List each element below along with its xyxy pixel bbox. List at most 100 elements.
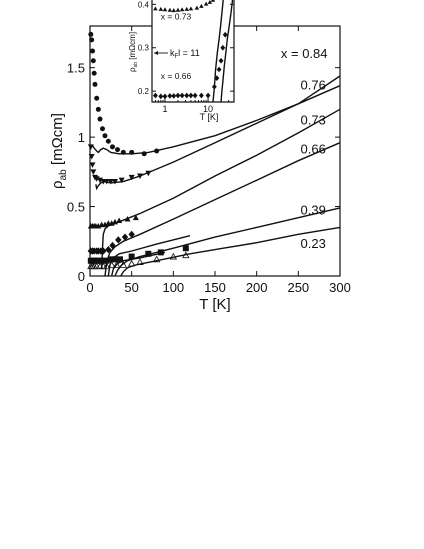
- main-data-point: [107, 256, 114, 263]
- inset-data-point: [171, 8, 177, 13]
- main-data-point: [108, 220, 115, 226]
- main-data-point: [182, 245, 189, 252]
- main-x-tick-label: 150: [204, 280, 226, 295]
- inset-data-point: [179, 92, 185, 99]
- inset-annotation-rest: l = 11: [178, 48, 200, 58]
- main-data-point: [87, 144, 94, 150]
- inset-data-point: [192, 92, 198, 99]
- main-series-curve: [101, 108, 341, 270]
- inset-x-tick-label: 10: [203, 104, 213, 114]
- inset-x-axis-label: T [K]: [200, 112, 219, 122]
- main-x-tick-label: 300: [329, 280, 351, 295]
- inset-y-ticks: 0.2 0.3 0.4: [138, 0, 234, 96]
- main-data-point: [93, 176, 100, 182]
- main-series-label: 0.76: [301, 78, 326, 93]
- inset-data-point: [211, 83, 217, 90]
- main-y-axis-label: ρab [mΩcm]: [49, 113, 69, 189]
- inset-curve: [212, 0, 224, 103]
- main-series-label: 0.23: [301, 236, 326, 251]
- main-data-point: [127, 259, 136, 267]
- main-data-point: [102, 262, 111, 270]
- inset-data-point: [214, 75, 220, 81]
- inset-annotation-k: k: [170, 48, 175, 58]
- inset-data-point: [194, 5, 200, 10]
- main-data-point: [128, 253, 135, 260]
- inset-data-point: [188, 6, 194, 11]
- main-data-point: [182, 251, 190, 259]
- main-y-tick-label: 1: [78, 130, 85, 145]
- main-data-point: [95, 223, 102, 229]
- inset-annotation-text: kFl = 11: [170, 48, 200, 60]
- inset-data-point: [184, 92, 190, 99]
- main-data-point: [128, 230, 135, 238]
- main-y-ticks: 0 0.5 1 1.5: [67, 61, 340, 284]
- inset-data-point: [175, 7, 181, 12]
- main-data-point: [97, 116, 103, 122]
- main-data-point: [107, 261, 116, 268]
- inset-data-point: [203, 1, 209, 6]
- main-data-point: [116, 217, 123, 223]
- main-data-point: [115, 147, 120, 153]
- inset-points: [152, 0, 228, 100]
- inset-data-point: [152, 92, 158, 99]
- main-data-point: [89, 162, 96, 168]
- inset-x-tick-label: 1: [162, 104, 167, 114]
- main-data-point: [169, 252, 178, 260]
- inset-data-point: [216, 66, 222, 73]
- inset-y-tick-label: 0.2: [138, 87, 150, 96]
- inset-y-tick-label: 0.3: [138, 44, 150, 53]
- main-data-point: [154, 148, 160, 154]
- main-y-tick-label: 0: [78, 269, 85, 284]
- inset-y-axis-label: ρab [mΩcm]: [128, 32, 139, 72]
- inset-data-point: [158, 93, 164, 100]
- main-data-point: [132, 214, 139, 221]
- inset-background: [152, 0, 234, 102]
- main-data-point: [137, 173, 143, 179]
- inset-x-ticks: 1 10: [154, 98, 230, 114]
- main-data-point: [118, 177, 125, 184]
- main-data-point: [100, 126, 105, 132]
- inset-y-axis-label-sub: ab: [133, 62, 139, 68]
- main-data-point: [90, 169, 97, 175]
- inset-data-point: [210, 0, 216, 2]
- main-data-point: [88, 154, 95, 160]
- main-data-point: [90, 58, 96, 64]
- main-data-point: [105, 246, 112, 254]
- main-data-point: [88, 31, 94, 37]
- inset-data-point: [179, 7, 185, 12]
- main-data-point: [102, 133, 108, 139]
- inset-data-point: [222, 31, 228, 38]
- main-data-point: [92, 81, 98, 87]
- main-y-axis-label-sub: ab: [58, 169, 69, 181]
- main-data-point: [97, 177, 103, 184]
- inset-y-tick-label: 0.4: [138, 0, 150, 9]
- main-data-point: [120, 149, 126, 155]
- main-x-axis-label: T [K]: [199, 296, 230, 313]
- inset-data-point: [199, 3, 204, 8]
- inset-curves: [212, 0, 234, 103]
- main-series-curve: [120, 226, 341, 277]
- main-data-point: [152, 255, 161, 263]
- main-series-labels: x = 0.84 0.76 0.73 0.66 0.39 0.23: [281, 46, 328, 251]
- main-data-point: [112, 218, 118, 225]
- inset-data-point: [158, 6, 164, 11]
- main-series-curve: [95, 75, 341, 191]
- main-series-label: 0.73: [301, 112, 326, 127]
- inset-series-labels: x = 0.73 x = 0.66: [161, 12, 192, 81]
- main-data-point: [112, 256, 118, 263]
- inset-y-axis-label-main: ρ: [128, 67, 137, 72]
- main-data-point: [112, 261, 121, 268]
- inset-series-label: x = 0.66: [161, 71, 192, 81]
- main-data-point: [124, 216, 131, 222]
- inset-data-point: [205, 92, 211, 99]
- inset-series-label: x = 0.73: [161, 12, 192, 22]
- inset-annotation-k-sub: F: [175, 54, 179, 60]
- inset-data-point: [218, 57, 224, 64]
- main-x-tick-label: 200: [246, 280, 268, 295]
- main-data-point: [94, 95, 100, 101]
- main-data-point: [136, 258, 144, 266]
- main-data-point: [109, 241, 116, 250]
- main-y-tick-label: 1.5: [67, 61, 85, 76]
- main-data-point: [105, 138, 111, 144]
